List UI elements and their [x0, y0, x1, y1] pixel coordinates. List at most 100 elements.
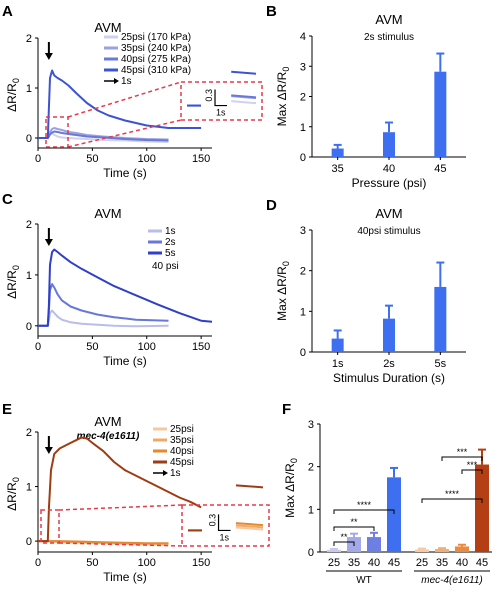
- panel-e-x-tick-label: 50: [86, 557, 98, 569]
- panel-f-significance-mark: ***: [457, 447, 468, 457]
- panel-e-title: AVM: [94, 414, 121, 429]
- panel-c-legend-label: 1s: [165, 226, 176, 237]
- panel-c-series-line-2: [38, 248, 213, 327]
- panel-e-x-axis-label: Time (s): [103, 570, 147, 584]
- panel-a-inset-trace-post: [231, 70, 257, 75]
- panel-b-bar: [434, 71, 447, 157]
- panel-d-y-axis-label: Max ΔR/R0: [275, 261, 291, 321]
- panel-e-scale-y-label: 0.3: [208, 514, 218, 527]
- panel-label-d: D: [266, 197, 277, 214]
- panel-f-x-tick-label: 25: [328, 557, 340, 569]
- panel-a-y-tick-label: 0: [26, 133, 32, 145]
- panel-f-bar: [475, 464, 489, 552]
- panel-f-x-tick-label: 25: [416, 557, 428, 569]
- panel-f-bar: [367, 537, 381, 552]
- panel-f-x-tick-label: 45: [388, 557, 400, 569]
- panel-a-legend-label: 45psi (310 kPa): [121, 65, 191, 76]
- panel-a-title: AVM: [94, 20, 121, 35]
- panel-f-x-tick-label: 40: [368, 557, 380, 569]
- panel-f-significance-mark: ***: [467, 460, 478, 470]
- panel-a-x-tick-label: 100: [138, 153, 156, 165]
- panel-c-x-tick-label: 150: [192, 341, 210, 353]
- panel-c-legend-label: 5s: [165, 248, 176, 259]
- panel-d-bar: [434, 286, 447, 352]
- panel-b-y-tick-label: 3: [300, 61, 306, 73]
- panel-c-series-line-1: [38, 283, 169, 327]
- panel-b-x-axis-label: Pressure (psi): [352, 176, 427, 190]
- svg-text:Max ΔR/R0: Max ΔR/R0: [275, 67, 291, 127]
- panel-a-zoom-box: [45, 116, 69, 148]
- panel-f-y-tick-label: 1: [308, 504, 314, 516]
- panel-label-e: E: [2, 401, 12, 418]
- panel-e-y-tick-label: 0: [26, 536, 32, 548]
- panel-f-y-tick-label: 2: [308, 462, 314, 474]
- panel-e-zoom-connector: [58, 504, 183, 511]
- panel-e-inset-box: [181, 504, 270, 547]
- panel-d-bar: [383, 318, 395, 352]
- panel-e-zoom-box: [40, 509, 60, 544]
- panel-f-x-tick-label: 35: [348, 557, 360, 569]
- panel-c-legend-label: 2s: [165, 237, 176, 248]
- panel-e-inset-trace-post: [235, 524, 264, 529]
- panel-c-y-tick-label: 0: [26, 321, 32, 333]
- panel-a-inset-trace-post: [231, 94, 257, 99]
- panel-a-y-tick-label: 1: [26, 83, 32, 95]
- panel-c-series-line-0: [38, 309, 169, 328]
- panel-f-significance-bracket: [461, 469, 483, 474]
- panel-b-y-tick-label: 0: [300, 152, 306, 164]
- panel-e-inset-trace-post: [235, 526, 264, 531]
- panel-label-b: B: [266, 3, 277, 20]
- panel-f-bar: [415, 549, 429, 552]
- panel-f-group-label: WT: [356, 575, 372, 586]
- panel-f-significance-bracket: [333, 509, 395, 514]
- panel-c-y-tick-label: 1: [26, 270, 32, 282]
- panel-a-series-line-3: [38, 69, 202, 139]
- panel-f-significance-bracket: [421, 498, 483, 503]
- panel-a-x-tick-label: 50: [86, 153, 98, 165]
- panel-e-x-tick-label: 150: [192, 557, 210, 569]
- panel-e-legend-extra: 1s: [170, 468, 181, 479]
- panel-a-x-tick-label: 0: [35, 153, 41, 165]
- panel-b-bar: [383, 132, 395, 157]
- panel-f-significance-bracket: [441, 456, 483, 461]
- panel-d-bar: [331, 338, 344, 352]
- panel-d-x-tick-label: 5s: [435, 358, 447, 370]
- panel-c-stimulus-arrow-head: [44, 239, 53, 246]
- panel-a-zoom-connector: [67, 119, 182, 148]
- panel-f-significance-bracket: [333, 526, 375, 531]
- panel-c-x-axis-label: Time (s): [103, 354, 147, 368]
- panel-e-inset-trace-post: [235, 484, 264, 489]
- svg-text:ΔR/R0: ΔR/R0: [5, 78, 21, 112]
- panel-e-legend-label: 25psi: [170, 424, 194, 435]
- panel-e-series-line-3: [38, 436, 202, 543]
- panel-a-legend-label: 25psi (170 kPa): [121, 32, 191, 43]
- panel-c-legend-note: 40 psi: [152, 261, 179, 272]
- panel-a-scale-x-label: 1s: [216, 108, 226, 118]
- panel-a-scale-y-label: 0.3: [204, 89, 214, 102]
- panel-a-inset-box: [180, 81, 263, 121]
- panel-f-bar: [327, 549, 341, 552]
- panel-d-y-tick-label: 2: [300, 266, 306, 278]
- panel-f-group-label: mec-4(e1611): [421, 575, 483, 586]
- panel-f-y-tick-label: 3: [308, 419, 314, 431]
- panel-a-legend-label: 40psi (275 kPa): [121, 54, 191, 65]
- panel-e-y-axis-label: ΔR/R0: [5, 477, 21, 511]
- panel-a-legend-arrow-head: [114, 78, 119, 84]
- panel-e-inset-trace-post: [235, 522, 264, 527]
- panel-f-significance-mark: ****: [445, 489, 460, 499]
- panel-f-y-axis-label: Max ΔR/R0: [283, 458, 299, 518]
- panel-f-x-tick-label: 35: [436, 557, 448, 569]
- panel-a-legend-extra: 1s: [121, 76, 132, 87]
- panel-e-scale-bar: [217, 514, 231, 532]
- panel-d-x-tick-label: 2s: [383, 358, 395, 370]
- panel-e-stimulus-arrow-head: [44, 447, 53, 454]
- panel-f-bar: [435, 549, 449, 552]
- panel-b-bar: [331, 148, 344, 157]
- panel-f-significance-mark: ****: [357, 500, 372, 510]
- panel-a-scale-bar: [214, 89, 228, 107]
- panel-f-bar: [455, 546, 469, 552]
- panel-b-x-tick-label: 35: [332, 163, 344, 175]
- svg-text:Max ΔR/R0: Max ΔR/R0: [275, 261, 291, 321]
- panel-d-y-tick-label: 3: [300, 225, 306, 237]
